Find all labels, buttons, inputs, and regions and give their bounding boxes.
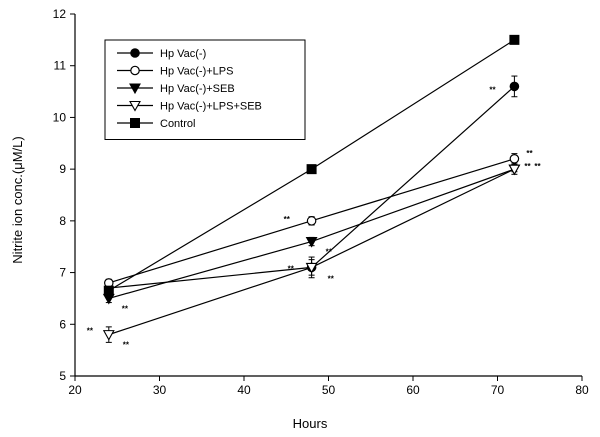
x-tick-label: 70 (491, 383, 505, 397)
y-tick-label: 12 (53, 7, 67, 21)
series-3 (102, 164, 521, 305)
significance-mark: ** (489, 85, 496, 94)
x-tick-label: 30 (153, 383, 167, 397)
significance-mark: ** (326, 248, 333, 257)
legend-marker (130, 65, 140, 76)
data-point (103, 285, 114, 296)
series-line (108, 168, 515, 300)
significance-mark: ** (123, 341, 130, 350)
legend-label: Hp Vac(-) (160, 48, 206, 60)
legend-item: Hp Vac(-) (117, 48, 206, 60)
significance-mark: ** (288, 264, 295, 273)
y-axis-label: Nitrite ion conc.(μM/L) (10, 136, 25, 263)
x-tick-label: 20 (68, 383, 82, 397)
series-4 (102, 163, 521, 343)
legend-label: Control (160, 118, 195, 130)
x-axis-label: Hours (293, 416, 328, 431)
y-tick-label: 6 (59, 317, 66, 331)
y-tick-label: 10 (53, 110, 67, 124)
data-point (509, 34, 520, 45)
legend-label: Hp Vac(-)+LPS (160, 66, 233, 78)
annotations: ********************** (87, 85, 542, 349)
y-tick-label: 5 (59, 369, 66, 383)
x-tick-label: 80 (575, 383, 589, 397)
x-tick-label: 60 (406, 383, 420, 397)
data-point (306, 164, 317, 175)
data-point (102, 330, 115, 341)
legend-item: Hp Vac(-)+SEB (117, 83, 235, 95)
significance-mark: ** (534, 162, 541, 171)
data-point (509, 154, 520, 164)
y-tick-label: 11 (54, 59, 67, 73)
legend-label: Hp Vac(-)+LPS+SEB (160, 101, 262, 113)
legend: Hp Vac(-) Hp Vac(-)+LPS Hp Vac(-)+SEB Hp Va… (104, 39, 306, 140)
legend-item: Control (117, 118, 195, 130)
legend-marker (130, 118, 140, 128)
legend-item: Hp Vac(-)+LPS+SEB (117, 101, 262, 113)
y-tick-label: 8 (59, 214, 66, 228)
data-point (305, 262, 318, 274)
significance-mark: ** (526, 149, 533, 158)
legend-item: Hp Vac(-)+LPS (117, 66, 233, 78)
significance-mark: ** (87, 327, 94, 336)
data-point (305, 236, 318, 248)
x-tick-label: 40 (237, 383, 251, 397)
axis-ticks: 20 30 40 50 60 70 80 5 6 7 8 9 10 11 12 (53, 7, 589, 397)
series-layer (102, 34, 521, 343)
significance-mark: ** (328, 274, 335, 283)
significance-mark: ** (524, 162, 531, 171)
series-5 (103, 34, 520, 296)
significance-mark: ** (122, 304, 129, 313)
data-point (509, 81, 520, 92)
significance-mark: ** (284, 215, 291, 224)
legend-marker (129, 100, 141, 112)
y-tick-label: 7 (59, 266, 66, 280)
data-point (508, 164, 521, 176)
legend-label: Hp Vac(-)+SEB (160, 83, 235, 95)
y-tick-label: 9 (59, 162, 66, 176)
data-point (306, 216, 317, 226)
legend-marker (130, 48, 140, 58)
x-tick-label: 50 (322, 383, 336, 397)
series-2 (104, 153, 520, 288)
series-line (108, 168, 515, 336)
data-point (102, 293, 115, 305)
legend-marker (129, 83, 141, 95)
